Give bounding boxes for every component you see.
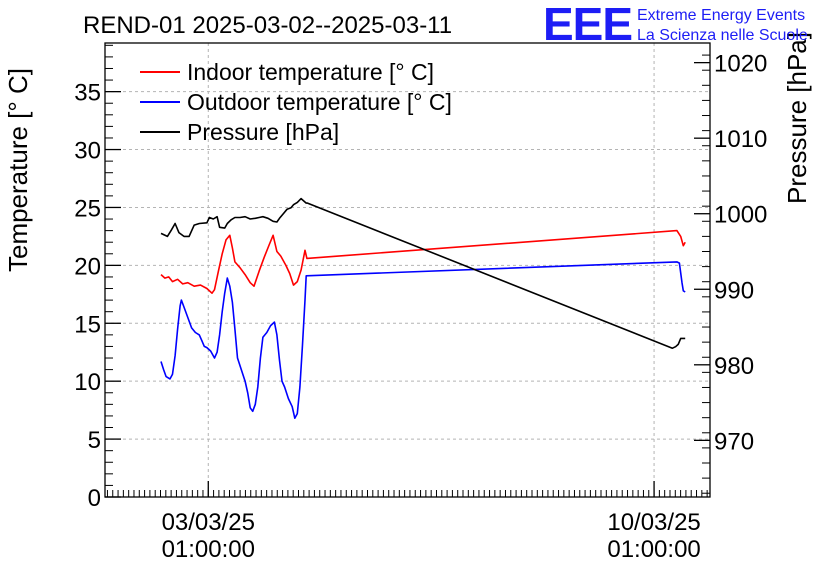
legend: Indoor temperature [° C] Outdoor temperat…	[140, 59, 452, 145]
grid	[105, 43, 710, 497]
legend-label-2: Outdoor temperature [° C]	[187, 89, 452, 115]
logo-line-2: La Scienza nelle Scuole	[637, 27, 808, 44]
legend-label-3: Pressure [hPa]	[187, 119, 339, 145]
series-line-3	[160, 197, 686, 350]
right-tick-label: 1010	[714, 126, 767, 153]
chart-title: REND-01 2025-03-02--2025-03-11	[83, 12, 452, 39]
right-tick-label: 1020	[714, 51, 767, 78]
left-tick-label: 25	[74, 195, 101, 222]
left-tick-label: 15	[74, 311, 101, 338]
eee-logo: EEE Extreme Energy Events La Scienza nel…	[543, 0, 808, 50]
series-line-2	[160, 261, 686, 420]
left-tick-label: 5	[88, 427, 101, 454]
eee-logo-letters: EEE	[543, 0, 632, 50]
left-tick-label: 0	[88, 485, 101, 512]
left-tick-label: 10	[74, 369, 101, 396]
x-tick-label-date: 10/03/25	[607, 509, 700, 536]
right-tick-label: 990	[714, 277, 754, 304]
plot-frame	[104, 42, 711, 498]
x-tick-label-time: 01:00:00	[162, 536, 255, 563]
series-layer	[160, 197, 686, 420]
right-tick-label: 980	[714, 353, 754, 380]
right-tick-label: 970	[714, 428, 754, 455]
logo-line-1: Extreme Energy Events	[637, 7, 805, 24]
legend-label-1: Indoor temperature [° C]	[187, 59, 434, 85]
left-tick-label: 35	[74, 80, 101, 107]
right-axis-label: Pressure [hPa]	[782, 32, 812, 204]
x-tick-label-time: 01:00:00	[607, 536, 700, 563]
left-tick-label: 20	[74, 253, 101, 280]
x-tick-label-date: 03/03/25	[162, 509, 255, 536]
series-line-1	[160, 229, 686, 295]
right-tick-label: 1000	[714, 202, 767, 229]
left-tick-label: 30	[74, 138, 101, 165]
axes: 0 5 10 15 20 25 30 35 970 980 990 1000 1010 1020 03/03…	[74, 44, 767, 563]
left-axis-label: Temperature [° C]	[3, 68, 33, 272]
